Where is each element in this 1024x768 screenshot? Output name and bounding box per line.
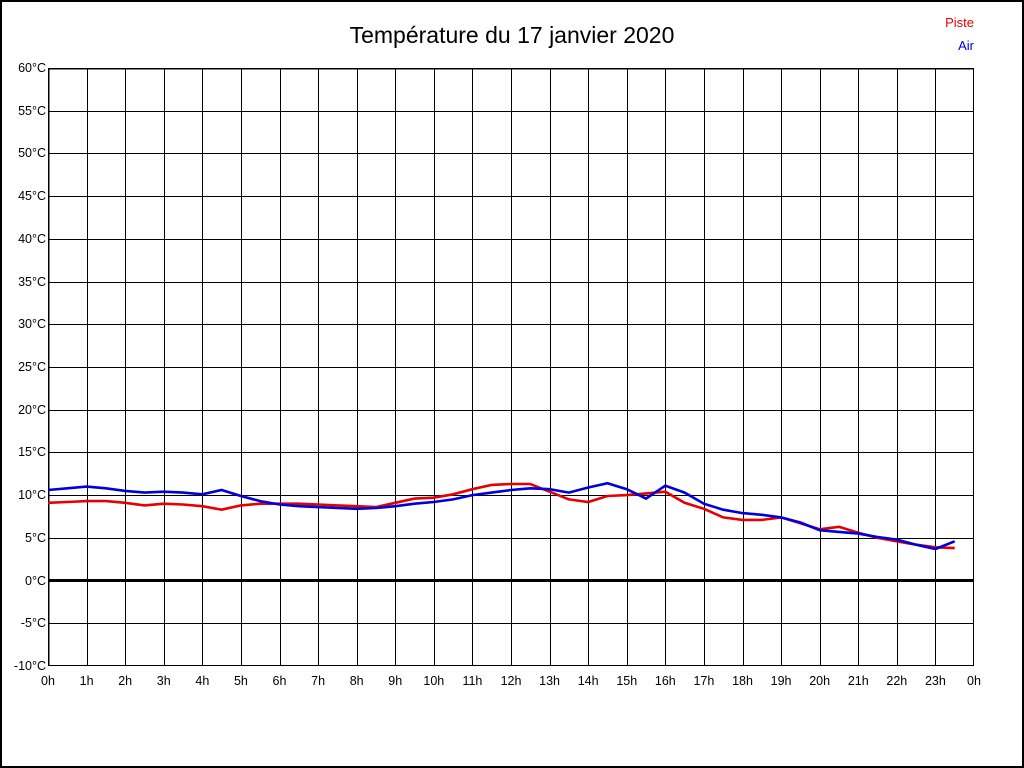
x-tick-label: 7h xyxy=(311,674,326,688)
plot-area xyxy=(47,67,975,667)
x-tick-label: 0h xyxy=(41,674,55,688)
y-tick-label: 60°C xyxy=(18,61,46,75)
y-tick-label: 10°C xyxy=(18,488,46,503)
series-line-air xyxy=(47,481,956,551)
y-tick-label: 25°C xyxy=(18,360,46,374)
chart-title: Température du 17 janvier 2020 xyxy=(349,22,675,48)
x-tick-label: 20h xyxy=(809,674,831,688)
chart-svg xyxy=(47,67,975,667)
x-tick-label: 23h xyxy=(924,674,946,688)
y-tick-label: 15°C xyxy=(18,445,46,460)
y-tick-label: 20°C xyxy=(18,402,46,417)
x-tick-label: 11h xyxy=(462,674,483,688)
plot-border xyxy=(47,67,975,667)
legend: Piste Air xyxy=(945,11,974,57)
x-tick-label: 1h xyxy=(79,674,94,688)
y-tick-label: -5°C xyxy=(20,616,46,631)
x-tick-label: 13h xyxy=(539,674,560,688)
x-tick-label: 12h xyxy=(500,674,522,688)
x-tick-label: 15h xyxy=(616,674,638,688)
y-tick-label: -10°C xyxy=(13,659,46,673)
x-tick-label: 14h xyxy=(577,674,599,688)
x-tick-label: 17h xyxy=(693,674,715,688)
x-tick-label: 5h xyxy=(233,674,248,688)
legend-item-piste: Piste xyxy=(945,15,974,30)
legend-item-air: Air xyxy=(958,38,974,53)
x-tick-label: 10h xyxy=(423,674,445,688)
y-tick-label: 35°C xyxy=(18,274,46,289)
y-tick-label: 40°C xyxy=(18,231,46,246)
x-tick-label: 21h xyxy=(847,674,869,688)
x-tick-label: 18h xyxy=(732,674,753,688)
y-tick-label: 55°C xyxy=(18,103,46,118)
x-tick-label: 22h xyxy=(886,674,908,688)
x-tick-label: 2h xyxy=(118,674,133,688)
y-tick-label: 45°C xyxy=(18,189,46,204)
y-tick-label: 30°C xyxy=(18,317,46,332)
y-tick-label: 0°C xyxy=(25,573,46,588)
x-tick-label: 19h xyxy=(770,674,792,688)
x-tick-label: 6h xyxy=(272,674,287,688)
y-tick-label: 50°C xyxy=(18,146,46,161)
x-tick-label: 4h xyxy=(195,674,210,688)
x-tick-label: 8h xyxy=(349,674,364,688)
x-tick-label: 16h xyxy=(654,674,676,688)
y-tick-label: 5°C xyxy=(25,530,46,545)
x-tick-label: 0h xyxy=(967,674,981,688)
x-tick-label: 3h xyxy=(156,674,171,688)
x-tick-label: 9h xyxy=(388,674,403,688)
